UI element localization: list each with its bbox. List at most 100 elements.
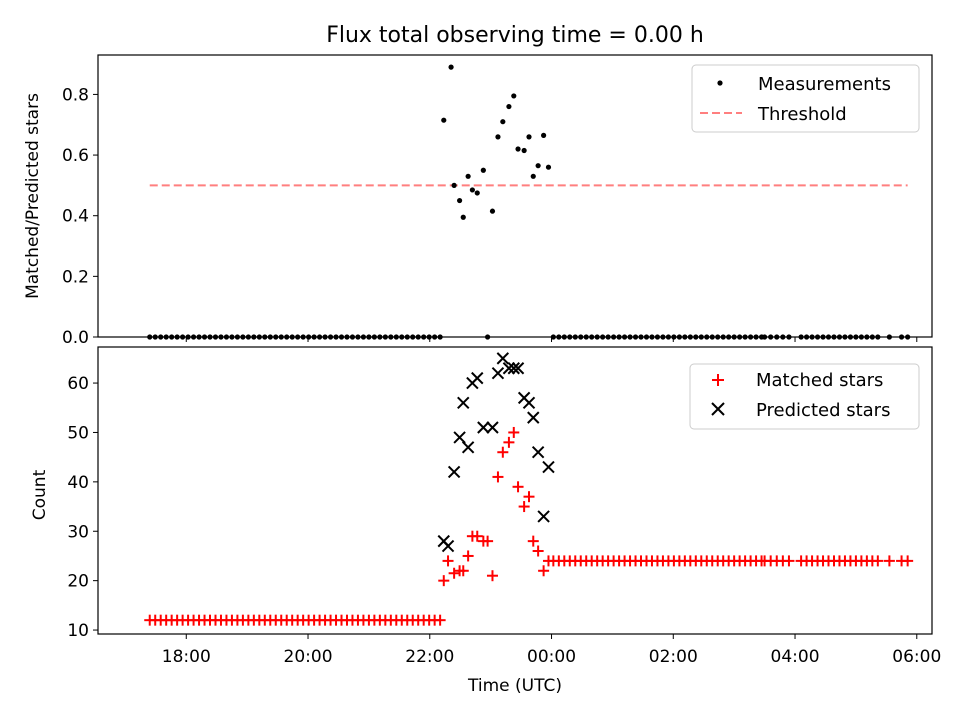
matched-star-point <box>503 436 515 448</box>
x-tick-label: 02:00 <box>649 647 698 667</box>
x-tick-label: 06:00 <box>892 647 941 667</box>
predicted-star-point <box>496 352 510 365</box>
predicted-star-point <box>457 396 470 410</box>
bottom-y-axis-label: Count <box>30 469 50 520</box>
bottom-axes-frame <box>97 346 933 635</box>
matched-star-point <box>462 550 474 562</box>
legend-predicted-label: Predicted stars <box>756 400 890 421</box>
top-axes-frame <box>97 54 933 338</box>
predicted-star-point <box>486 421 499 434</box>
legend-measurements-label: Measurements <box>758 74 891 95</box>
matched-star-point <box>538 565 550 577</box>
matched-star-point <box>542 555 554 567</box>
x-tick-label: 18:00 <box>162 647 211 667</box>
measurement-point <box>469 187 475 193</box>
measurement-point <box>465 173 471 179</box>
top-legend-box <box>691 64 920 133</box>
x-tick-label: 22:00 <box>405 647 454 667</box>
matched-star-point <box>902 555 914 567</box>
measurement-point <box>480 167 486 173</box>
predicted-star-point <box>507 362 520 375</box>
top-panel: 0.00.20.40.60.8 Matched/Predicted stars … <box>23 54 933 348</box>
matched-star-point <box>523 491 535 503</box>
top-x-ticks <box>185 337 918 342</box>
matched-star-point <box>438 575 450 587</box>
bottom-y-tick-label: 20 <box>67 572 89 592</box>
bottom-x-ticks: 18:00 20:00 22:00 00:00 02:00 04:00 06:00 <box>162 634 941 667</box>
figure-title: Flux total observing time = 0.00 h <box>326 23 704 48</box>
matched-star-point <box>532 545 544 557</box>
matched-star-point <box>434 614 446 626</box>
x-axis-label: Time (UTC) <box>467 676 562 696</box>
top-legend: Measurements Threshold <box>691 64 920 133</box>
predicted-star-point <box>447 465 461 479</box>
measurement-point <box>515 146 521 152</box>
predicted-star-point <box>527 411 540 424</box>
matched-star-point <box>448 567 460 579</box>
top-y-tick-label: 0.6 <box>62 146 89 166</box>
measurement-point <box>451 182 457 188</box>
predicted-star-point <box>491 366 505 380</box>
top-y-tick-label: 0.8 <box>62 85 89 105</box>
top-y-tick-label: 0.2 <box>62 267 89 287</box>
matched-star-point <box>471 530 483 542</box>
measurement-point <box>460 214 466 220</box>
top-y-tick-label: 0.4 <box>62 207 89 227</box>
measurement-point <box>541 132 547 138</box>
x-tick-label: 04:00 <box>771 647 820 667</box>
bottom-panel: 10 20 30 40 50 60 18:00 20:00 22:00 00:00 02:00 04… <box>30 346 941 696</box>
matched-star-point <box>457 565 469 577</box>
matched-star-point <box>508 426 520 438</box>
bottom-legend-box <box>689 363 920 430</box>
measurement-point <box>489 208 496 214</box>
matched-star-point <box>783 555 795 567</box>
bottom-y-tick-label: 60 <box>67 374 89 394</box>
predicted-star-point <box>502 362 516 375</box>
x-tick-label: 20:00 <box>284 647 333 667</box>
measurement-point <box>506 103 512 110</box>
predicted-star-point <box>453 431 466 444</box>
measurement-point <box>530 173 536 179</box>
bottom-y-tick-label: 40 <box>67 473 89 493</box>
top-y-axis-label: Matched/Predicted stars <box>23 93 43 299</box>
predicted-star-point <box>441 539 455 553</box>
measurement-point <box>474 190 480 196</box>
matched-star-point <box>492 471 504 483</box>
legend-predicted-marker <box>711 402 725 416</box>
legend-matched-label: Matched stars <box>756 370 883 391</box>
matched-star-point <box>486 570 498 582</box>
predicted-star-point <box>471 371 484 385</box>
legend-threshold-label: Threshold <box>757 104 847 125</box>
measurement-point <box>457 197 463 204</box>
bottom-y-tick-label: 50 <box>67 423 89 443</box>
matched-star-point <box>442 555 454 567</box>
bottom-y-tick-label: 30 <box>67 522 89 542</box>
legend-matched-marker <box>712 374 724 386</box>
matched-star-point <box>883 555 895 567</box>
measurement-point <box>495 134 501 140</box>
measurement-point <box>521 147 527 154</box>
measurement-point <box>500 119 506 125</box>
top-y-tick-label: 0.0 <box>62 328 89 348</box>
legend-measurements-marker <box>717 80 723 86</box>
predicted-star-point <box>542 460 555 474</box>
measurement-point <box>526 134 532 140</box>
predicted-star-point <box>477 421 490 434</box>
matched-star-point <box>518 501 530 513</box>
bottom-marks <box>144 352 914 626</box>
matched-star-point <box>512 481 524 493</box>
x-tick-label: 00:00 <box>527 647 576 667</box>
predicted-star-point <box>537 510 550 523</box>
predicted-star-point <box>522 396 536 410</box>
bottom-y-tick-label: 10 <box>67 621 89 641</box>
top-y-ticks: 0.0 0.2 0.4 0.6 0.8 <box>62 85 98 348</box>
bottom-legend: Matched stars Predicted stars <box>689 363 920 430</box>
predicted-star-point <box>531 446 545 459</box>
predicted-star-point <box>511 362 525 375</box>
matched-star-point <box>527 535 539 547</box>
measurement-point <box>448 64 454 70</box>
measurement-point <box>441 117 447 123</box>
measurement-point <box>545 164 552 170</box>
bottom-y-ticks: 10 20 30 40 50 60 <box>67 374 98 641</box>
